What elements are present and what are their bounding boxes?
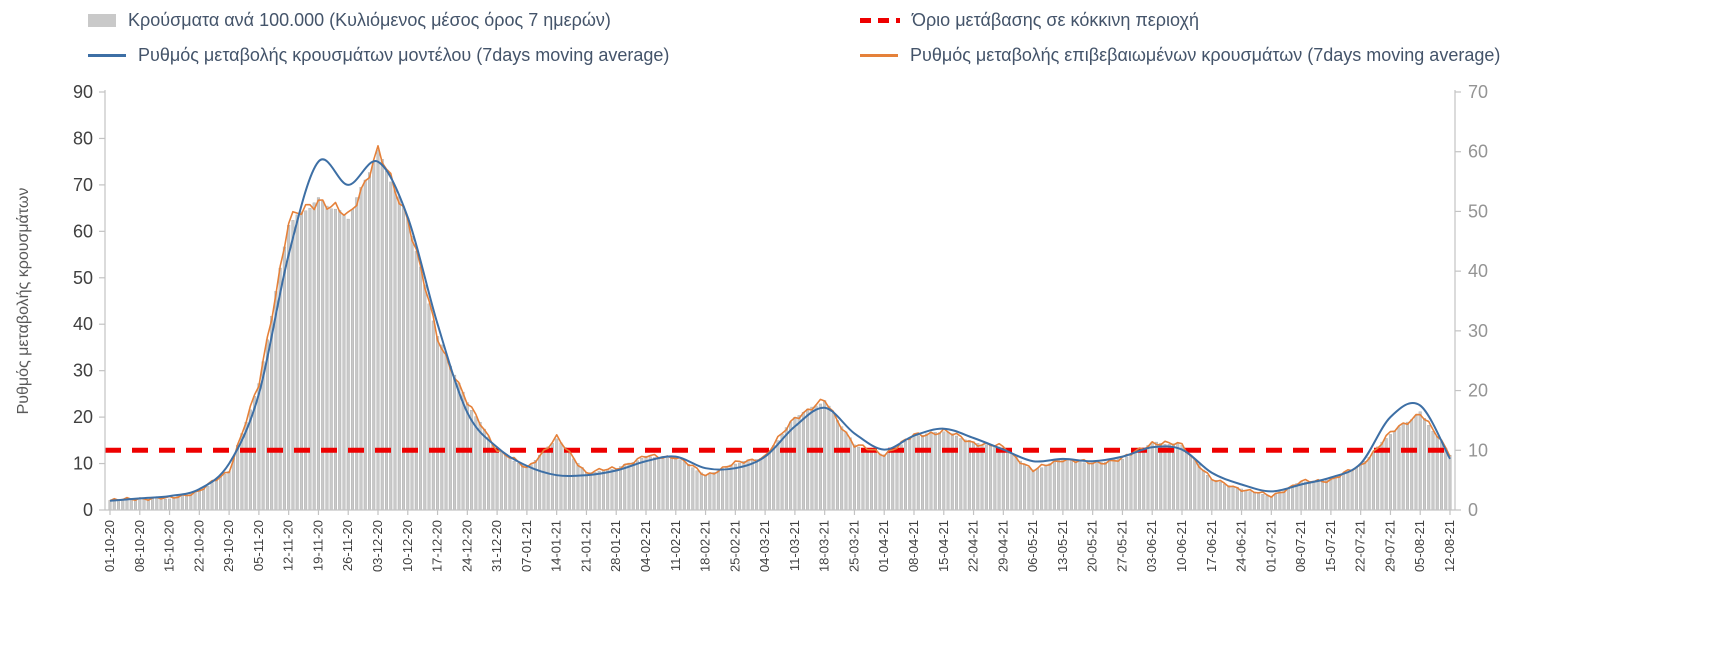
legend-label-bars: Κρούσματα ανά 100.000 (Κυλιόμενος μέσος … bbox=[128, 10, 611, 30]
y-left-tick-label: 30 bbox=[73, 361, 93, 381]
x-tick-label: 10-12-20 bbox=[400, 520, 415, 572]
x-tick-label: 21-01-21 bbox=[578, 520, 593, 572]
y-right-tick-label: 20 bbox=[1468, 381, 1488, 401]
x-tick-label: 15-07-21 bbox=[1323, 520, 1338, 572]
x-tick-label: 08-07-21 bbox=[1293, 520, 1308, 572]
x-tick-label: 03-12-20 bbox=[370, 520, 385, 572]
y-left-tick-label: 60 bbox=[73, 221, 93, 241]
x-tick-label: 07-01-21 bbox=[519, 520, 534, 572]
y-right-tick-label: 50 bbox=[1468, 201, 1488, 221]
x-tick-label: 24-12-20 bbox=[459, 520, 474, 572]
confirmed-line bbox=[109, 145, 1451, 502]
x-tick-label: 25-02-21 bbox=[727, 520, 742, 572]
y-left-tick-label: 0 bbox=[83, 500, 93, 520]
y-axis-title: Ρυθμός μεταβολής κρουσμάτων bbox=[15, 187, 32, 415]
x-tick-label: 01-10-20 bbox=[102, 520, 117, 572]
x-tick-label: 28-01-21 bbox=[608, 520, 623, 572]
y-right-tick-label: 40 bbox=[1468, 261, 1488, 281]
x-tick-label: 17-06-21 bbox=[1204, 520, 1219, 572]
x-tick-label: 05-08-21 bbox=[1412, 520, 1427, 572]
x-tick-label: 10-06-21 bbox=[1174, 520, 1189, 572]
legend-item-model: Ρυθμός μεταβολής κρουσμάτων μοντέλου (7d… bbox=[88, 45, 850, 66]
x-tick-label: 26-11-20 bbox=[340, 520, 355, 571]
x-tick-label: 29-04-21 bbox=[995, 520, 1010, 572]
x-tick-label: 12-11-20 bbox=[281, 520, 296, 571]
x-tick-label: 04-02-21 bbox=[638, 520, 653, 572]
x-tick-label: 17-12-20 bbox=[430, 520, 445, 572]
legend-label-confirmed: Ρυθμός μεταβολής επιβεβαιωμένων κρουσμάτ… bbox=[910, 45, 1501, 65]
x-tick-label: 15-04-21 bbox=[936, 520, 951, 572]
x-tick-label: 15-10-20 bbox=[162, 520, 177, 572]
legend-item-confirmed: Ρυθμός μεταβολής επιβεβαιωμένων κρουσμάτ… bbox=[860, 45, 1508, 66]
x-tick-label: 18-02-21 bbox=[698, 520, 713, 572]
x-tick-label: 24-06-21 bbox=[1234, 520, 1249, 572]
x-tick-label: 03-06-21 bbox=[1144, 520, 1159, 572]
x-tick-label: 29-10-20 bbox=[221, 520, 236, 572]
legend-item-bars: Κρούσματα ανά 100.000 (Κυλιόμενος μέσος … bbox=[88, 10, 850, 31]
threshold-swatch-icon bbox=[860, 18, 900, 23]
x-tick-label: 01-04-21 bbox=[876, 520, 891, 572]
legend-label-threshold: Όριο μετάβασης σε κόκκινη περιοχή bbox=[912, 10, 1200, 30]
x-tick-label: 27-05-21 bbox=[1114, 520, 1129, 572]
y-left-tick-label: 70 bbox=[73, 175, 93, 195]
y-left-tick-label: 20 bbox=[73, 407, 93, 427]
x-tick-label: 29-07-21 bbox=[1382, 520, 1397, 572]
y-right-tick-label: 10 bbox=[1468, 440, 1488, 460]
confirmed-line-swatch-icon bbox=[860, 54, 898, 57]
x-tick-label: 08-04-21 bbox=[906, 520, 921, 572]
y-right-tick-label: 70 bbox=[1468, 82, 1488, 102]
x-tick-label: 08-10-20 bbox=[132, 520, 147, 572]
y-right-tick-label: 30 bbox=[1468, 321, 1488, 341]
x-tick-label: 11-02-21 bbox=[668, 520, 683, 571]
x-tick-label: 13-05-21 bbox=[1055, 520, 1070, 572]
x-tick-label: 06-05-21 bbox=[1025, 520, 1040, 572]
legend-label-model: Ρυθμός μεταβολής κρουσμάτων μοντέλου (7d… bbox=[138, 45, 670, 65]
bars-swatch-icon bbox=[88, 14, 116, 27]
y-left-tick-label: 90 bbox=[73, 82, 93, 102]
x-tick-label: 18-03-21 bbox=[817, 520, 832, 572]
x-tick-label: 12-08-21 bbox=[1442, 520, 1457, 572]
x-tick-label: 25-03-21 bbox=[846, 520, 861, 572]
x-tick-label: 19-11-20 bbox=[310, 520, 325, 571]
x-tick-label: 05-11-20 bbox=[251, 520, 266, 571]
y-left-tick-label: 40 bbox=[73, 314, 93, 334]
x-tick-label: 22-07-21 bbox=[1353, 520, 1368, 572]
y-right-tick-label: 60 bbox=[1468, 142, 1488, 162]
axes: 0 10 20 30 40 50 60 70 80 90 0 10 20 30 40 50 60 70 01-10-… bbox=[73, 82, 1488, 572]
model-line-swatch-icon bbox=[88, 54, 126, 57]
x-tick-label: 31-12-20 bbox=[489, 520, 504, 572]
x-tick-label: 04-03-21 bbox=[757, 520, 772, 572]
x-tick-label: 22-04-21 bbox=[966, 520, 981, 572]
chart-legend: Κρούσματα ανά 100.000 (Κυλιόμενος μέσος … bbox=[88, 10, 1508, 66]
y-left-tick-label: 50 bbox=[73, 268, 93, 288]
model-line bbox=[109, 158, 1451, 502]
y-right-tick-label: 0 bbox=[1468, 500, 1478, 520]
x-tick-label: 14-01-21 bbox=[549, 520, 564, 572]
x-tick-label: 01-07-21 bbox=[1263, 520, 1278, 572]
x-tick-label: 20-05-21 bbox=[1085, 520, 1100, 572]
x-tick-label: 11-03-21 bbox=[787, 520, 802, 571]
x-tick-label: 22-10-20 bbox=[191, 520, 206, 572]
y-left-tick-label: 80 bbox=[73, 128, 93, 148]
legend-item-threshold: Όριο μετάβασης σε κόκκινη περιοχή bbox=[860, 10, 1508, 31]
y-left-tick-label: 10 bbox=[73, 454, 93, 474]
